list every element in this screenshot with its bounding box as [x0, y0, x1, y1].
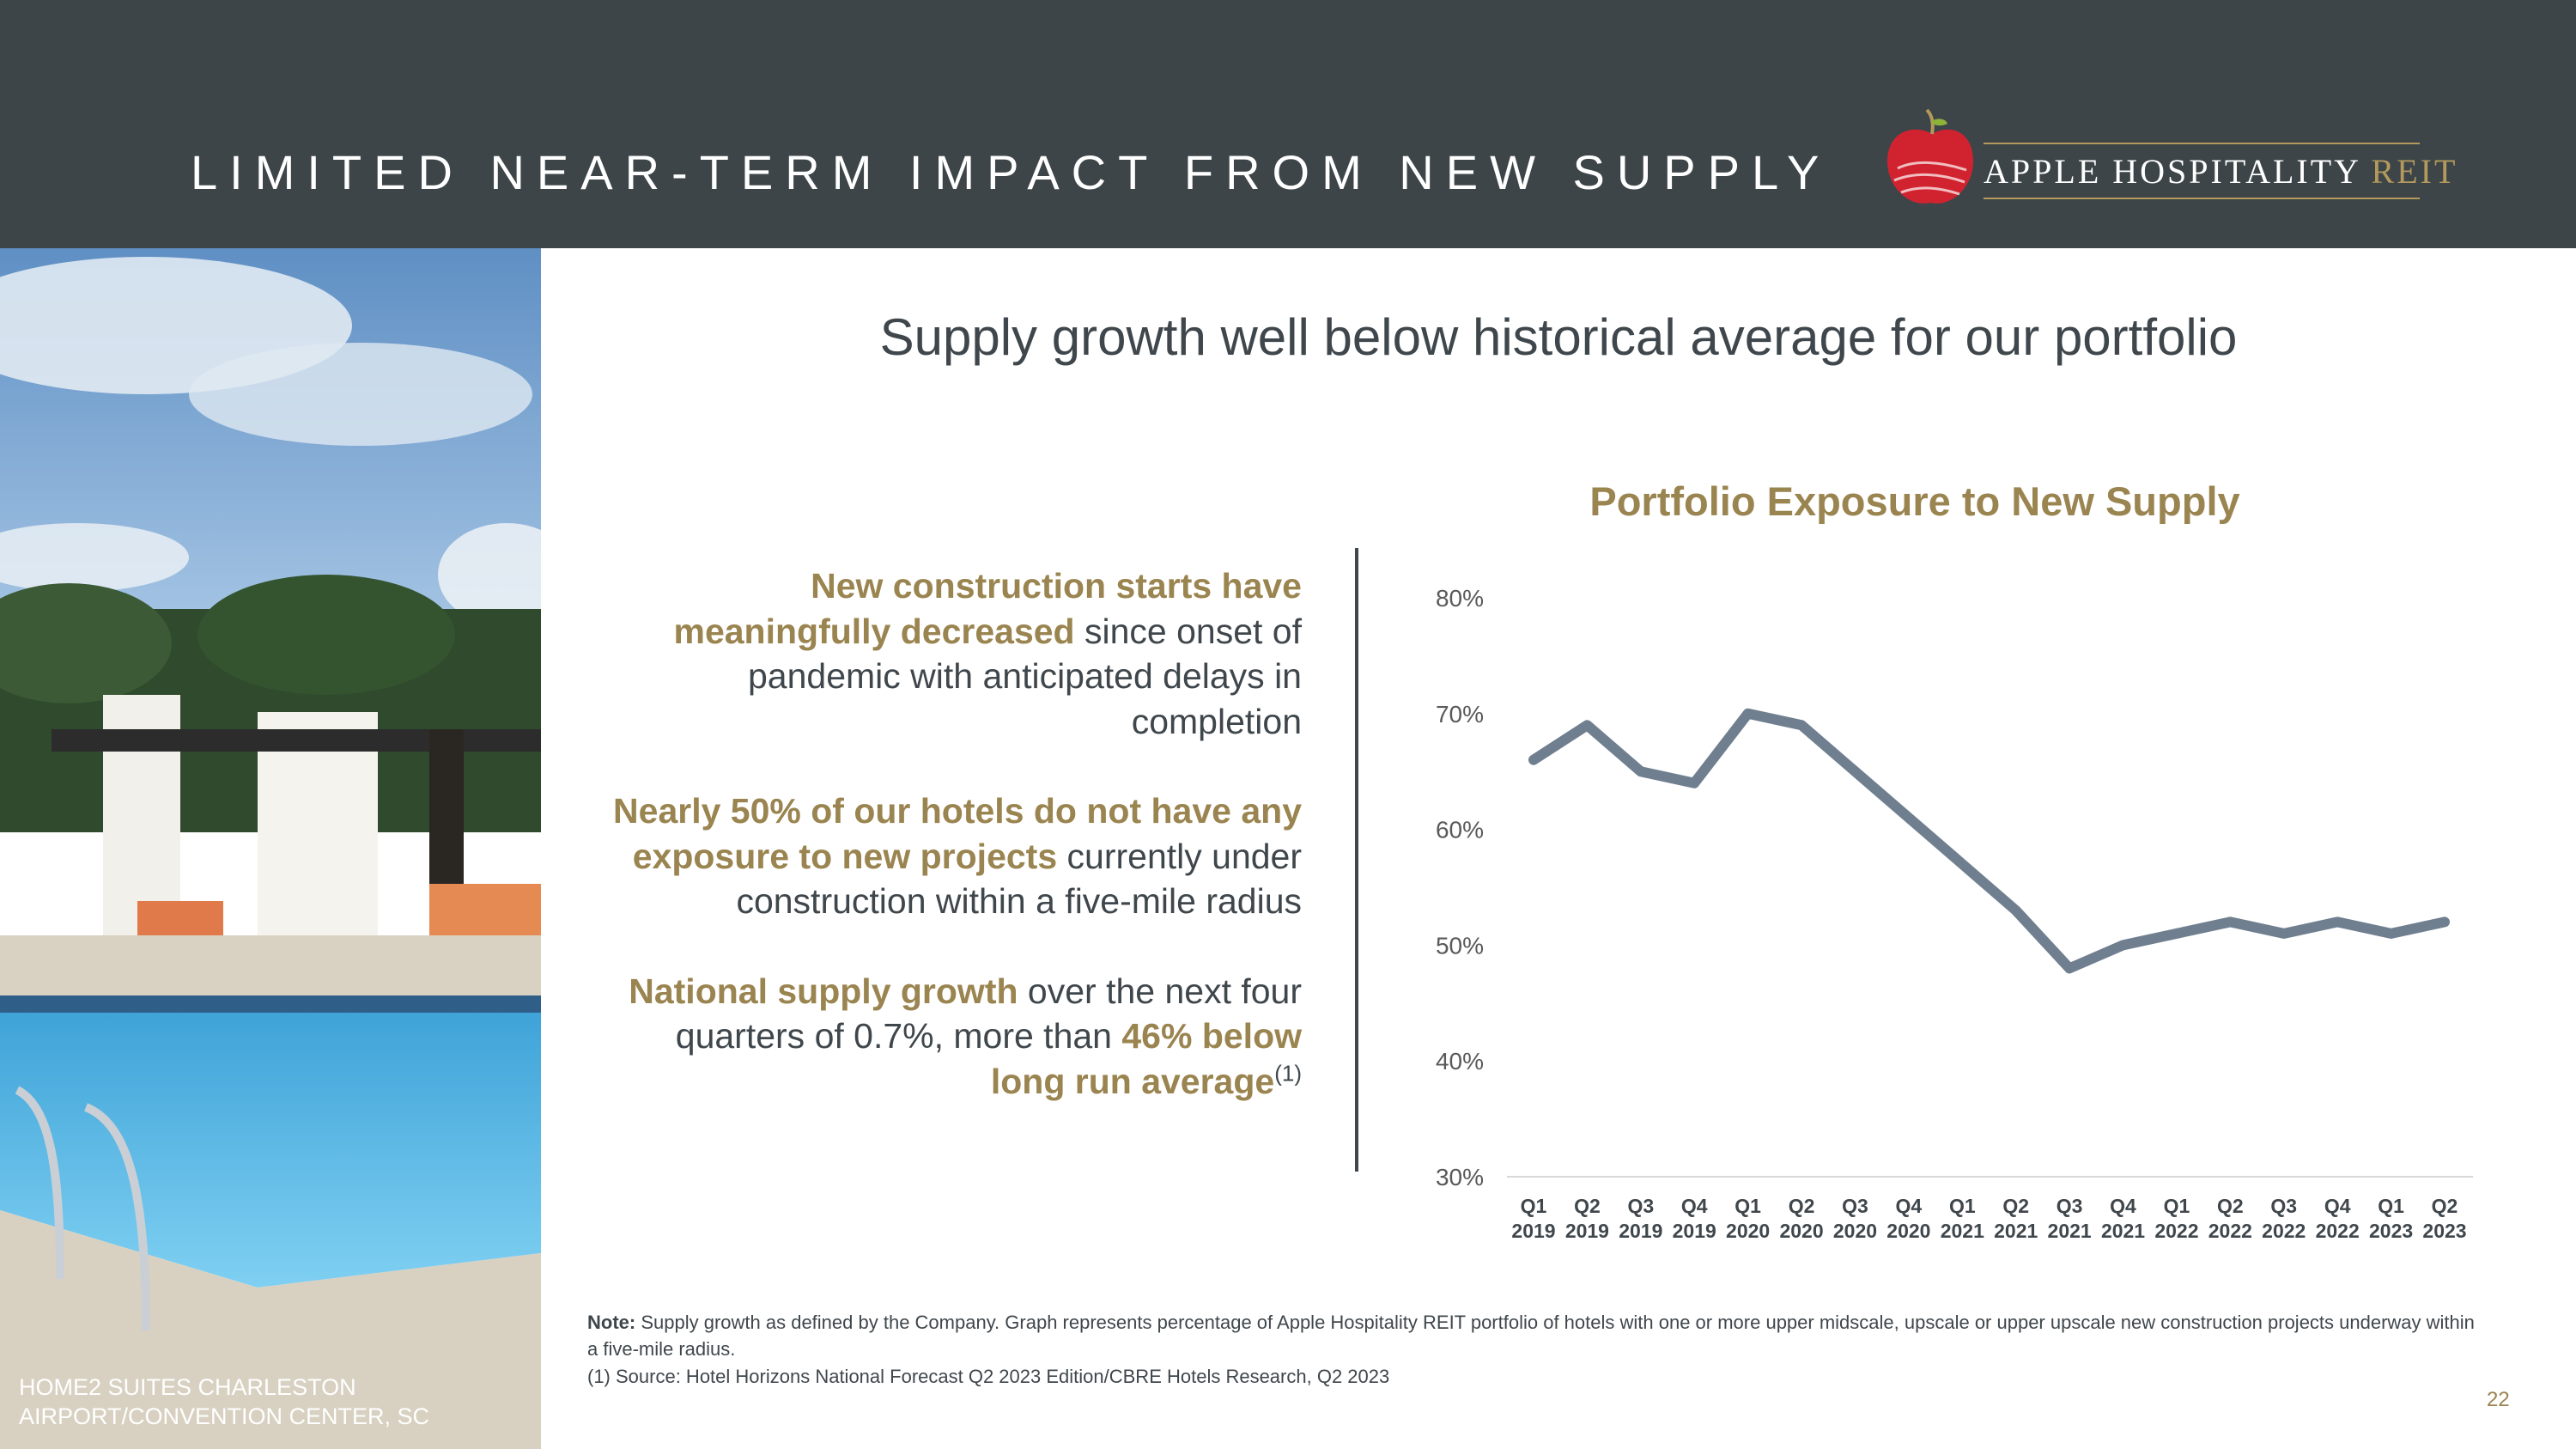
x-tick-label-quarter: Q3 — [1842, 1195, 1868, 1217]
photo-caption-line2: AIRPORT/CONVENTION CENTER, SC — [19, 1403, 430, 1429]
bullet-3-highlight-b: 46% below long run average — [990, 1016, 1302, 1101]
x-tick-label-year: 2023 — [2422, 1220, 2466, 1242]
x-tick-label-quarter: Q3 — [2057, 1195, 2083, 1217]
key-points: New construction starts have meaningfull… — [601, 563, 1302, 1148]
x-tick-label-year: 2020 — [1833, 1220, 1877, 1242]
x-tick-label-year: 2020 — [1779, 1220, 1823, 1242]
bullet-national-supply: National supply growth over the next fou… — [601, 969, 1302, 1105]
x-tick-label-quarter: Q2 — [2217, 1195, 2244, 1217]
data-point — [1746, 711, 1750, 715]
bullet-hotel-exposure: Nearly 50% of our hotels do not have any… — [601, 788, 1302, 924]
chart-note: Note: Supply growth as defined by the Co… — [587, 1309, 2476, 1362]
y-tick-label: 60% — [1436, 817, 1484, 843]
bullet-construction-starts: New construction starts have meaningfull… — [601, 563, 1302, 744]
x-tick-label-year: 2019 — [1673, 1220, 1716, 1242]
photo-caption: HOME2 SUITES CHARLESTON AIRPORT/CONVENTI… — [19, 1373, 429, 1431]
header-bar: LIMITED NEAR-TERM IMPACT FROM NEW SUPPLY — [0, 0, 2576, 248]
data-point — [2068, 966, 2072, 971]
data-point — [2121, 943, 2125, 947]
data-point — [1800, 723, 1804, 728]
x-tick-label-year: 2022 — [2208, 1220, 2252, 1242]
x-tick-label-year: 2019 — [1511, 1220, 1555, 1242]
x-tick-label-quarter: Q1 — [1735, 1195, 1761, 1217]
vertical-divider — [1355, 548, 1358, 1172]
y-tick-label: 30% — [1436, 1164, 1484, 1190]
note-text: Supply growth as defined by the Company.… — [587, 1312, 2475, 1360]
x-tick-label-quarter: Q1 — [1521, 1195, 1547, 1217]
note-label: Note: — [587, 1312, 636, 1333]
pool-illustration — [0, 248, 541, 1449]
data-point — [2228, 920, 2233, 924]
slide-subtitle: Supply growth well below historical aver… — [879, 308, 2238, 366]
data-point — [1585, 723, 1589, 728]
x-tick-label-year: 2020 — [1726, 1220, 1770, 1242]
bullet-3-text: over the next four quarters of 0.7%, mor… — [675, 971, 1302, 1056]
data-point — [2443, 920, 2446, 924]
x-tick-label-quarter: Q3 — [1627, 1195, 1654, 1217]
data-point — [2174, 931, 2178, 935]
x-tick-label-year: 2019 — [1619, 1220, 1662, 1242]
bullet-3-highlight-a: National supply growth — [629, 971, 1018, 1011]
logo-main-text: APPLE HOSPITALITY — [1984, 152, 2360, 191]
line-chart: 30% 40% 50% 60% 70% 80% Q1 2019 Q2 2019 Q3 2019 Q4 20… — [1436, 585, 2473, 1242]
y-tick-label: 70% — [1436, 701, 1484, 728]
x-tick-label-year: 2021 — [1941, 1220, 1984, 1242]
x-tick-label-quarter: Q4 — [2110, 1195, 2136, 1217]
apple-logo-icon — [1887, 108, 1973, 204]
x-tick-label-quarter: Q1 — [2164, 1195, 2190, 1217]
x-tick-label-quarter: Q2 — [2002, 1195, 2029, 1217]
data-point — [2336, 920, 2340, 924]
hotel-pool-photo: HOME2 SUITES CHARLESTON AIRPORT/CONVENTI… — [0, 248, 541, 1449]
x-tick-label-quarter: Q1 — [1949, 1195, 1976, 1217]
x-tick-label-quarter: Q2 — [1789, 1195, 1815, 1217]
data-point — [1960, 862, 1965, 867]
series-line — [1528, 708, 2450, 974]
data-point — [2014, 908, 2018, 912]
x-tick-label-quarter: Q4 — [2324, 1195, 2351, 1217]
data-point — [1638, 770, 1643, 774]
x-tick-label-year: 2022 — [2316, 1220, 2360, 1242]
y-tick-label: 80% — [1436, 585, 1484, 612]
x-tick-label-year: 2021 — [2048, 1220, 2092, 1242]
x-tick-label-year: 2021 — [2101, 1220, 2145, 1242]
data-point — [2281, 931, 2286, 935]
data-point — [1906, 816, 1911, 820]
logo-reit-text: REIT — [2371, 152, 2458, 191]
y-tick-label: 50% — [1436, 932, 1484, 959]
logo-rule-top — [1984, 143, 2420, 144]
footnote-marker: (1) — [1274, 1059, 1302, 1086]
x-tick-label-quarter: Q4 — [1681, 1195, 1708, 1217]
y-tick-label: 40% — [1436, 1048, 1484, 1075]
x-tick-label-year: 2021 — [1994, 1220, 2038, 1242]
bullet-2-text: currently under construction within a fi… — [736, 836, 1302, 922]
source-footnote: (1) Source: Hotel Horizons National Fore… — [587, 1366, 1390, 1387]
photo-caption-line1: HOME2 SUITES CHARLESTON — [19, 1374, 356, 1400]
x-tick-label-quarter: Q4 — [1896, 1195, 1923, 1217]
x-tick-label-quarter: Q1 — [2378, 1195, 2404, 1217]
bullet-2-highlight: Nearly 50% of our hotels do not have any… — [613, 791, 1302, 876]
data-point — [1532, 758, 1535, 762]
x-tick-label-year: 2023 — [2369, 1220, 2413, 1242]
bullet-1-text: since onset of pandemic with anticipated… — [748, 611, 1302, 741]
x-tick-label-year: 2022 — [2154, 1220, 2198, 1242]
logo-rule-bottom — [1984, 198, 2420, 199]
data-point — [1853, 770, 1857, 774]
x-tick-label-year: 2022 — [2262, 1220, 2306, 1242]
data-point — [1692, 781, 1697, 785]
chart-title: Portfolio Exposure to New Supply — [1589, 478, 2240, 524]
page-title: LIMITED NEAR-TERM IMPACT FROM NEW SUPPLY — [191, 145, 1832, 199]
logo-wordmark: APPLE HOSPITALITY REIT — [1984, 151, 2458, 192]
x-tick-label-year: 2020 — [1886, 1220, 1930, 1242]
x-tick-label-quarter: Q2 — [1574, 1195, 1601, 1217]
x-tick-label-quarter: Q2 — [2432, 1195, 2458, 1217]
bullet-1-highlight: New construction starts have meaningfull… — [673, 566, 1302, 651]
data-point — [2389, 931, 2393, 935]
x-tick-label-quarter: Q3 — [2270, 1195, 2297, 1217]
x-tick-label-year: 2019 — [1565, 1220, 1609, 1242]
page-number: 22 — [2487, 1388, 2510, 1411]
